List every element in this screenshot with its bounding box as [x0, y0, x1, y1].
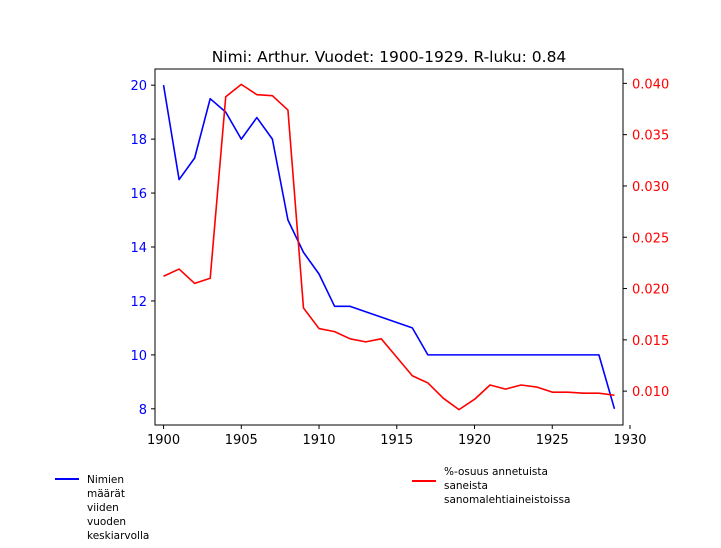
y-left-tick-label: 16	[130, 187, 147, 202]
chart-title: Nimi: Arthur. Vuodet: 1900-1929. R-luku:…	[212, 48, 567, 66]
y-left-tick-label: 20	[130, 79, 147, 94]
y-left-tick-label: 12	[130, 295, 147, 310]
y-right-tick-label: 0.035	[632, 129, 669, 144]
y-left-tick-label: 8	[139, 403, 147, 418]
y-right-tick-label: 0.020	[632, 283, 669, 298]
y-left-tick-label: 18	[130, 133, 147, 148]
legend-label-share: %-osuus annetuista saneista sanomalehtia…	[444, 466, 571, 506]
legend-swatch-blue	[55, 478, 79, 480]
y-left-tick-label: 10	[130, 349, 147, 364]
x-tick-label: 1915	[380, 433, 413, 448]
y-right-tick-label: 0.025	[632, 231, 669, 246]
x-tick-label: 1920	[458, 433, 491, 448]
series-line-counts	[162, 85, 616, 410]
x-tick-label: 1910	[302, 433, 335, 448]
y-right-tick-label: 0.010	[632, 385, 669, 400]
legend-swatch-red	[412, 480, 436, 482]
x-tick-label: 1930	[613, 433, 646, 448]
x-tick-label: 1900	[147, 433, 180, 448]
y-right-tick-label: 0.015	[632, 334, 669, 349]
series-line-share	[163, 83, 615, 411]
legend-label-counts: Nimien määrät viiden vuoden keskiarvolla	[87, 474, 150, 542]
axes-frame	[154, 68, 624, 426]
y-left-tick-label: 14	[130, 241, 147, 256]
y-right-tick-label: 0.040	[632, 77, 669, 92]
x-tick-label: 1905	[225, 433, 258, 448]
plot-area: 1900 1905 1910 1915 1920 1925 1930 8 10 12 14 16 18 2…	[130, 77, 669, 448]
x-tick-label: 1925	[536, 433, 569, 448]
y-right-tick-label: 0.030	[632, 180, 669, 195]
